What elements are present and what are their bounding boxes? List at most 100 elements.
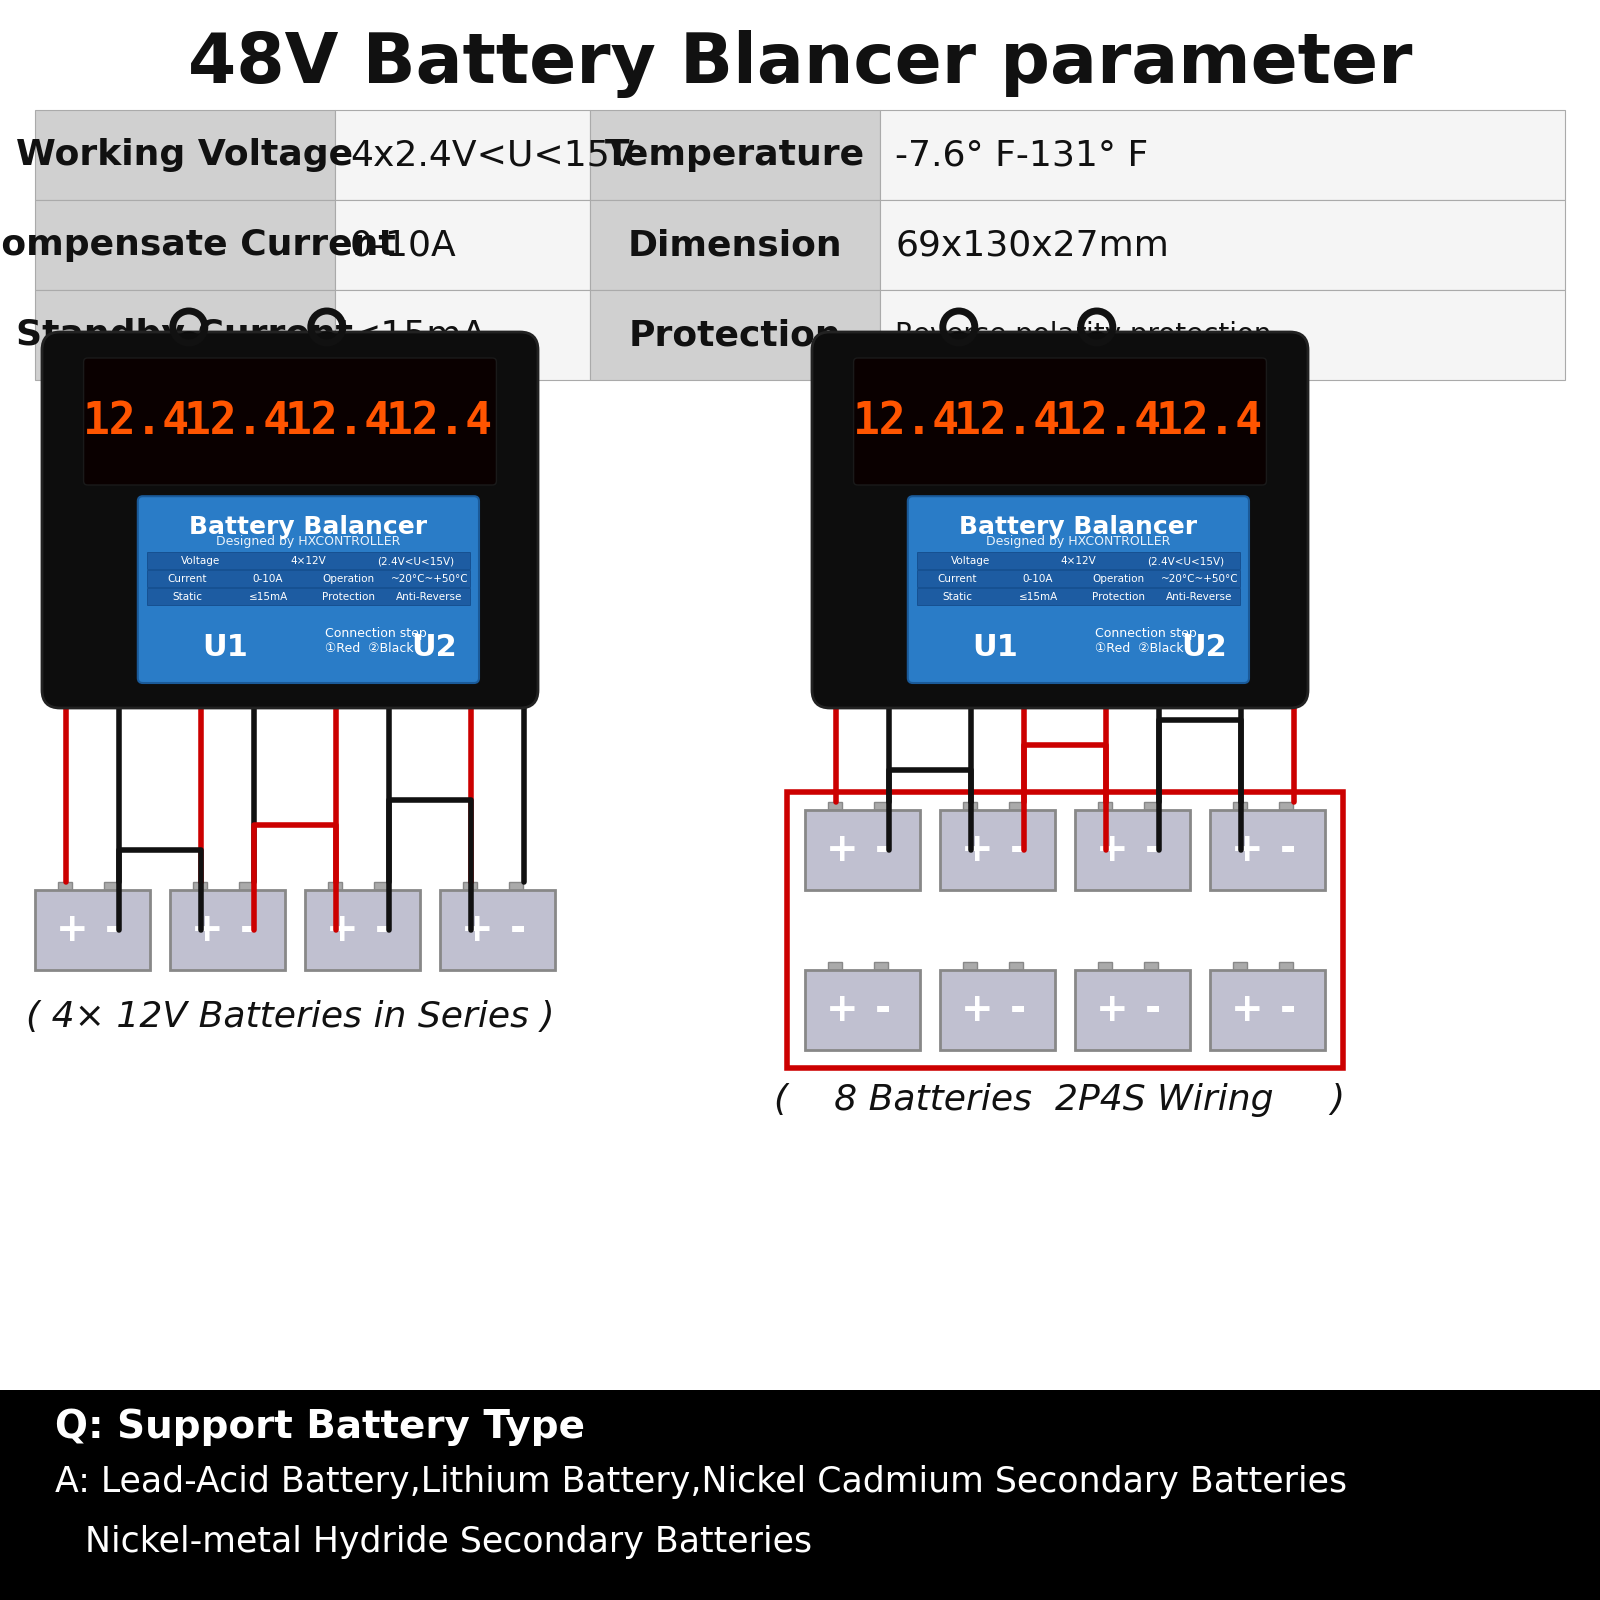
Text: Static: Static — [173, 592, 202, 602]
Text: 12.4: 12.4 — [386, 400, 493, 443]
Text: 0-10A: 0-10A — [1022, 574, 1053, 584]
Bar — [509, 882, 523, 890]
Bar — [963, 962, 976, 970]
Bar — [147, 552, 470, 570]
Text: ①Red  ②Black: ①Red ②Black — [1094, 642, 1184, 654]
Text: +: + — [461, 910, 493, 949]
Bar — [328, 882, 342, 890]
Circle shape — [946, 333, 971, 358]
Text: Connection step: Connection step — [1094, 627, 1197, 640]
Text: U2: U2 — [1181, 634, 1227, 662]
Bar — [880, 110, 1565, 200]
Bar — [805, 810, 920, 890]
Text: -: - — [1146, 990, 1162, 1029]
Text: Voltage: Voltage — [950, 557, 990, 566]
Bar — [440, 890, 555, 970]
Bar — [238, 882, 253, 890]
Circle shape — [314, 333, 339, 358]
Bar — [1144, 802, 1158, 810]
Bar — [1098, 802, 1112, 810]
Text: Protection: Protection — [1093, 592, 1146, 602]
FancyBboxPatch shape — [854, 358, 1267, 485]
Text: -: - — [374, 910, 392, 949]
Text: +: + — [1230, 990, 1262, 1029]
Text: (    8 Batteries  2P4S Wiring     ): ( 8 Batteries 2P4S Wiring ) — [774, 1083, 1346, 1117]
Circle shape — [176, 333, 202, 358]
Text: -: - — [240, 910, 256, 949]
Text: -7.6° F-131° F: -7.6° F-131° F — [894, 138, 1149, 171]
Text: Static: Static — [942, 592, 973, 602]
Bar — [874, 962, 888, 970]
Bar — [590, 290, 880, 379]
Bar — [194, 882, 206, 890]
Bar — [917, 552, 1240, 570]
Bar — [1010, 802, 1022, 810]
Text: -: - — [1280, 990, 1296, 1029]
Text: +: + — [325, 910, 358, 949]
Bar — [147, 570, 470, 587]
Bar — [306, 890, 419, 970]
Text: +: + — [1230, 830, 1262, 869]
Text: ~20°C~+50°C: ~20°C~+50°C — [1160, 574, 1238, 584]
Text: ①Red  ②Black: ①Red ②Black — [325, 642, 413, 654]
Text: 12.4: 12.4 — [285, 400, 392, 443]
Bar — [880, 290, 1565, 379]
Text: ≤15mA: ≤15mA — [1018, 592, 1058, 602]
Text: +: + — [56, 910, 88, 949]
Text: -: - — [510, 910, 526, 949]
Bar — [1210, 810, 1325, 890]
Bar — [917, 589, 1240, 605]
Text: (2.4V<U<15V): (2.4V<U<15V) — [1147, 557, 1224, 566]
Text: ( 4× 12V Batteries in Series ): ( 4× 12V Batteries in Series ) — [26, 1000, 554, 1034]
Text: 4×12V: 4×12V — [1061, 557, 1096, 566]
Text: Designed by HXCONTROLLER: Designed by HXCONTROLLER — [986, 534, 1171, 549]
Text: 12.4: 12.4 — [184, 400, 291, 443]
Text: Protection: Protection — [322, 592, 376, 602]
Bar — [1144, 962, 1158, 970]
Bar — [104, 882, 118, 890]
Text: Protection: Protection — [629, 318, 842, 352]
Text: 4×12V: 4×12V — [291, 557, 326, 566]
Text: 12.4: 12.4 — [83, 400, 190, 443]
Bar — [1075, 810, 1190, 890]
Bar — [0, 1390, 1600, 1600]
FancyBboxPatch shape — [83, 358, 496, 485]
FancyBboxPatch shape — [42, 333, 538, 707]
Bar — [1075, 970, 1190, 1050]
Text: ≤15mA: ≤15mA — [248, 592, 288, 602]
Text: 12.4: 12.4 — [285, 400, 392, 443]
Text: +: + — [190, 910, 222, 949]
Bar — [874, 802, 888, 810]
Text: +: + — [826, 830, 858, 869]
Bar — [941, 810, 1054, 890]
Text: 12.4: 12.4 — [386, 400, 493, 443]
Bar — [170, 890, 285, 970]
Circle shape — [1083, 333, 1110, 358]
Bar — [334, 110, 590, 200]
Text: +: + — [1096, 990, 1128, 1029]
Bar — [917, 570, 1240, 587]
Bar — [829, 962, 842, 970]
Text: Anti-Reverse: Anti-Reverse — [1166, 592, 1232, 602]
Text: 4x2.4V<U<15V: 4x2.4V<U<15V — [350, 138, 635, 171]
Bar — [805, 970, 920, 1050]
Text: ~20°C~+50°C: ~20°C~+50°C — [390, 574, 469, 584]
Text: 12.4: 12.4 — [954, 400, 1061, 443]
Text: Standby Current: Standby Current — [16, 318, 354, 352]
Text: +: + — [960, 990, 994, 1029]
Text: 12.4: 12.4 — [1157, 400, 1264, 443]
Bar — [590, 110, 880, 200]
Bar — [590, 200, 880, 290]
Bar — [1210, 970, 1325, 1050]
Bar — [35, 200, 334, 290]
Text: Connection step: Connection step — [325, 627, 427, 640]
Bar — [1278, 802, 1293, 810]
Bar — [1234, 802, 1246, 810]
Text: -: - — [106, 910, 122, 949]
FancyBboxPatch shape — [907, 496, 1250, 683]
Text: Voltage: Voltage — [181, 557, 221, 566]
Text: 0-10A: 0-10A — [350, 227, 456, 262]
FancyBboxPatch shape — [138, 496, 478, 683]
Bar — [374, 882, 387, 890]
Text: Nickel-metal Hydride Secondary Batteries: Nickel-metal Hydride Secondary Batteries — [85, 1525, 813, 1558]
